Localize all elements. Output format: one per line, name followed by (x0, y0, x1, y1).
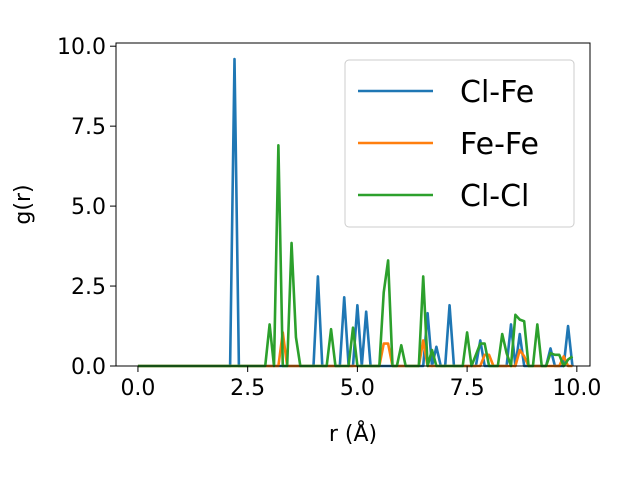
plot-frame (115, 42, 591, 367)
x-tick-label: 5.0 (340, 376, 375, 401)
x-axis: 0.0 2.5 5.0 7.5 10.0 (120, 366, 601, 401)
x-tick-label: 10.0 (552, 376, 601, 401)
y-tick-label: 2.5 (71, 275, 106, 300)
x-tick-label: 0.0 (120, 376, 155, 401)
y-tick-label: 10.0 (57, 35, 106, 60)
x-tick-label: 2.5 (230, 376, 265, 401)
legend-label-cl-fe: Cl-Fe (460, 75, 534, 110)
legend-box (344, 59, 575, 228)
x-axis-label: r (Å) (329, 420, 377, 447)
legend-label-fe-fe: Fe-Fe (460, 127, 539, 162)
y-tick-label: 5.0 (71, 195, 106, 220)
legend: Cl-Fe Fe-Fe Cl-Cl (344, 59, 575, 228)
y-axis: 0.0 2.5 5.0 7.5 10.0 (57, 35, 116, 380)
y-tick-label: 7.5 (71, 115, 106, 140)
x-tick-label: 7.5 (450, 376, 485, 401)
legend-label-cl-cl: Cl-Cl (460, 179, 529, 214)
y-axis-label: g(r) (11, 184, 36, 224)
y-tick-label: 0.0 (71, 355, 106, 380)
